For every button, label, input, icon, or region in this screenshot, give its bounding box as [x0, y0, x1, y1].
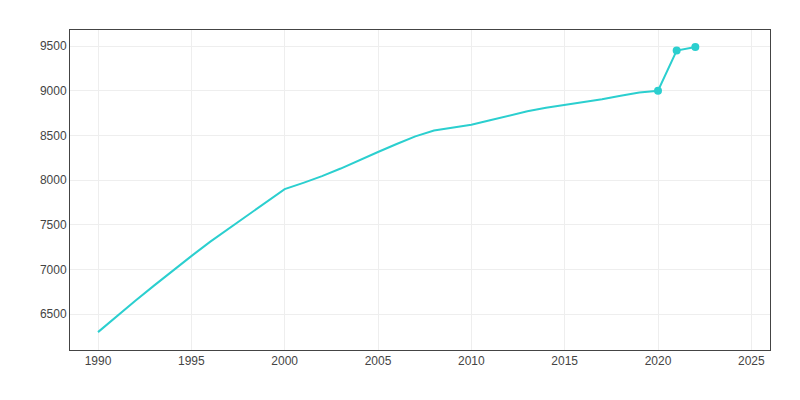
svg-text:9500: 9500	[40, 39, 67, 53]
svg-text:1995: 1995	[178, 354, 205, 368]
svg-text:2000: 2000	[271, 354, 298, 368]
svg-text:1990: 1990	[85, 354, 112, 368]
svg-text:2015: 2015	[551, 354, 578, 368]
svg-text:2010: 2010	[458, 354, 485, 368]
svg-text:7000: 7000	[40, 263, 67, 277]
svg-text:2025: 2025	[738, 354, 765, 368]
svg-text:6500: 6500	[40, 307, 67, 321]
svg-text:8500: 8500	[40, 129, 67, 143]
svg-text:2005: 2005	[365, 354, 392, 368]
svg-text:2020: 2020	[645, 354, 672, 368]
svg-text:9000: 9000	[40, 84, 67, 98]
svg-text:7500: 7500	[40, 218, 67, 232]
svg-text:8000: 8000	[40, 173, 67, 187]
